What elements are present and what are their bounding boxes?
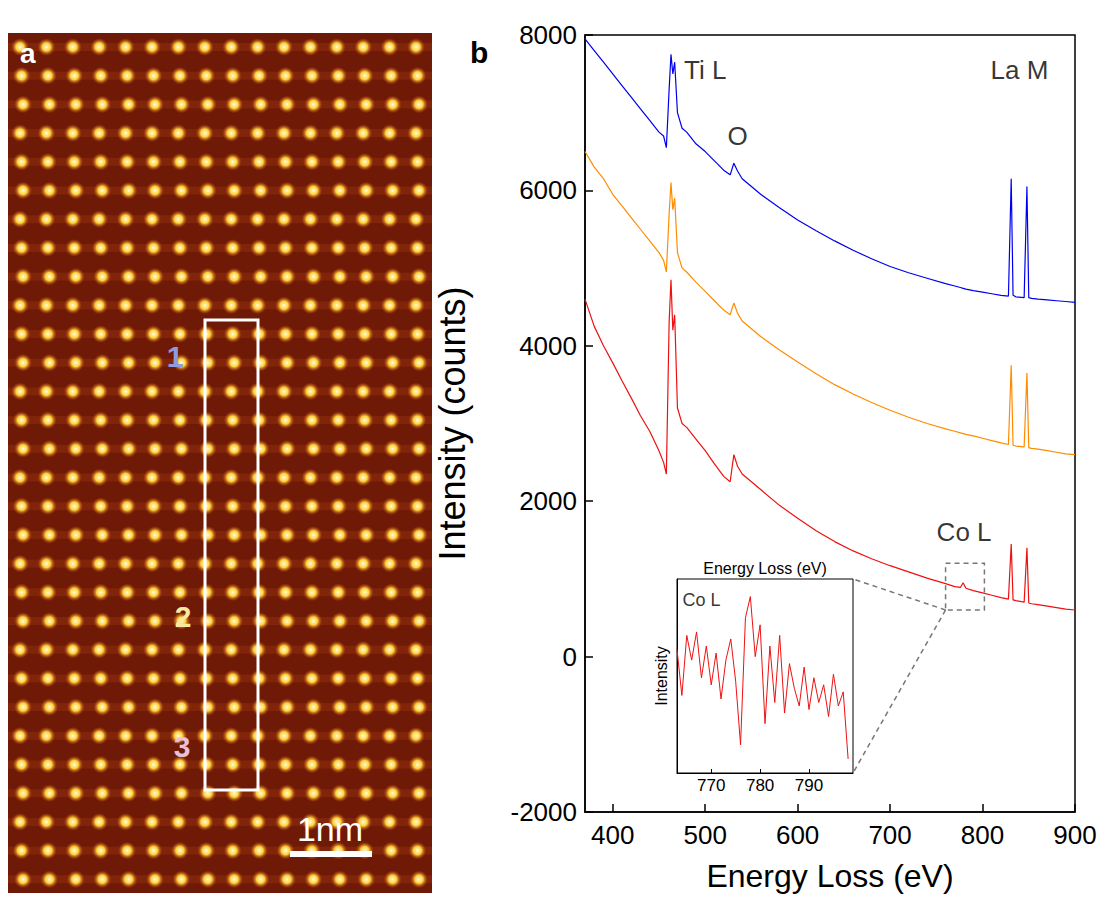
svg-text:Co L: Co L [682,590,720,610]
svg-text:O: O [727,121,747,151]
svg-text:Ti L: Ti L [684,55,726,85]
svg-text:a: a [20,38,36,69]
svg-text:1nm: 1nm [297,810,363,848]
svg-text:Intensity (counts): Intensity (counts) [432,286,473,560]
svg-text:600: 600 [776,820,819,850]
svg-text:1: 1 [167,340,184,373]
svg-text:2: 2 [175,600,192,633]
svg-text:770: 770 [697,776,725,795]
svg-text:900: 900 [1053,820,1096,850]
svg-text:La M: La M [991,55,1049,85]
svg-text:700: 700 [868,820,911,850]
svg-text:3: 3 [174,730,191,763]
svg-text:400: 400 [591,820,634,850]
svg-text:Intensity: Intensity [653,646,670,706]
svg-text:Energy Loss (eV): Energy Loss (eV) [706,858,953,894]
svg-text:-2000: -2000 [511,797,578,827]
svg-text:500: 500 [683,820,726,850]
svg-text:6000: 6000 [519,175,577,205]
svg-text:4000: 4000 [519,331,577,361]
svg-text:0: 0 [563,642,577,672]
svg-text:8000: 8000 [519,20,577,50]
svg-text:Co L: Co L [937,517,992,547]
svg-text:b: b [470,36,488,69]
svg-text:Energy Loss (eV): Energy Loss (eV) [703,560,827,577]
svg-text:2000: 2000 [519,486,577,516]
svg-text:780: 780 [746,776,774,795]
svg-text:800: 800 [961,820,1004,850]
svg-text:790: 790 [795,776,823,795]
